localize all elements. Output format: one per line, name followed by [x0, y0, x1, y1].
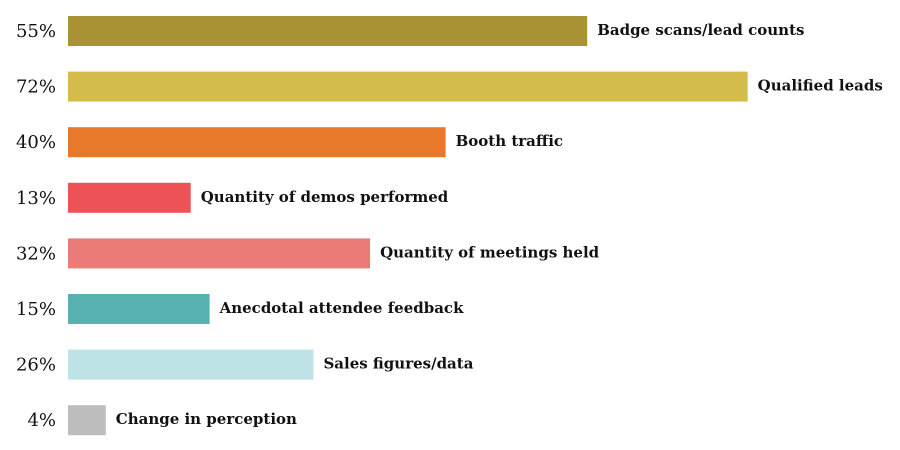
category-label: Booth traffic	[456, 132, 563, 150]
bar	[68, 405, 106, 436]
bar	[68, 127, 446, 158]
value-label: 72%	[16, 77, 56, 98]
bar	[68, 16, 588, 46]
value-label: 40%	[16, 132, 56, 153]
bar	[68, 238, 371, 269]
value-label: 26%	[16, 355, 56, 376]
bar	[68, 71, 748, 102]
category-label: Qualified leads	[758, 77, 883, 95]
category-label: Sales figures/data	[323, 355, 473, 373]
value-label: 55%	[16, 21, 56, 42]
category-label: Quantity of demos performed	[201, 188, 449, 206]
bar	[68, 294, 210, 324]
value-label: 32%	[16, 243, 56, 264]
bar	[68, 349, 314, 380]
category-label: Quantity of meetings held	[380, 243, 600, 261]
value-label: 13%	[16, 188, 56, 209]
bar	[68, 182, 191, 213]
category-label: Anecdotal attendee feedback	[219, 299, 464, 317]
category-label: Change in perception	[116, 410, 297, 428]
category-label: Badge scans/lead counts	[597, 21, 804, 39]
value-label: 15%	[16, 299, 56, 320]
value-label: 4%	[27, 410, 56, 431]
